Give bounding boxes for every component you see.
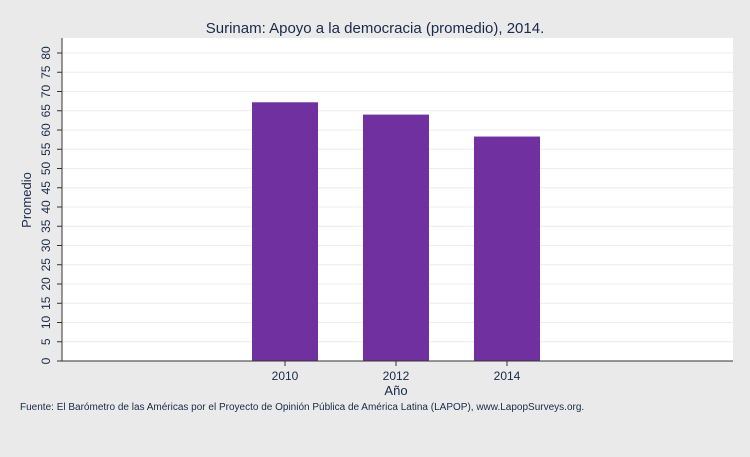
source-note: Fuente: El Barómetro de las Américas por… <box>20 402 584 413</box>
y-tick-label: 70 <box>39 85 53 99</box>
y-tick-label: 60 <box>39 123 53 137</box>
y-tick-label: 0 <box>39 357 53 364</box>
y-tick-label: 50 <box>39 162 53 176</box>
bar-2010 <box>252 102 318 361</box>
bar-2014 <box>474 136 540 361</box>
bar-2012 <box>363 114 429 361</box>
y-tick-label: 35 <box>39 219 53 233</box>
y-tick-label: 45 <box>39 181 53 195</box>
x-tick-label: 2010 <box>272 369 299 383</box>
y-tick-label: 15 <box>39 296 53 310</box>
y-tick-label: 80 <box>39 46 53 60</box>
y-tick-label: 20 <box>39 277 53 291</box>
y-tick-label: 55 <box>39 142 53 156</box>
y-tick-label: 30 <box>39 239 53 253</box>
y-tick-label: 40 <box>39 200 53 214</box>
x-axis-label: Año <box>384 383 407 398</box>
y-tick-label: 65 <box>39 104 53 118</box>
x-tick-label: 2014 <box>494 369 521 383</box>
axes: 0 5 10 15 20 25 30 35 40 45 50 55 60 65 70 75 80 2010 2012… <box>39 38 733 383</box>
y-tick-label: 25 <box>39 258 53 272</box>
y-tick-label: 75 <box>39 65 53 79</box>
y-axis-label: Promedio <box>19 172 34 228</box>
x-tick-label: 2012 <box>383 369 410 383</box>
bars <box>252 102 540 361</box>
chart-title: Surinam: Apoyo a la democracia (promedio… <box>206 20 545 37</box>
y-tick-label: 5 <box>39 338 53 345</box>
y-tick-label: 10 <box>39 316 53 330</box>
